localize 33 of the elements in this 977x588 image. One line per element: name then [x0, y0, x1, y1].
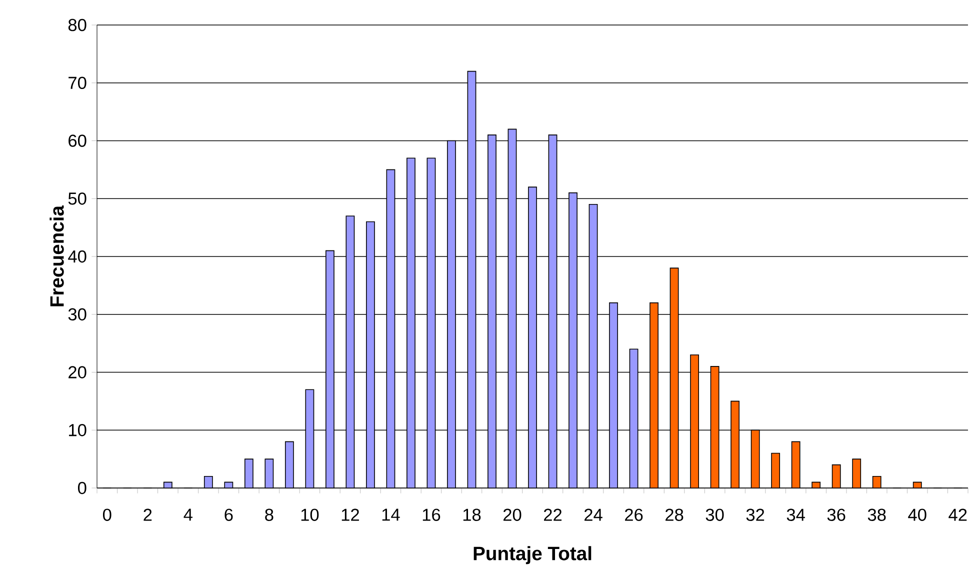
y-tick-label: 70 [68, 76, 86, 90]
x-tick-label: 34 [786, 508, 805, 521]
x-tick-label: 12 [342, 508, 359, 521]
x-tick-label: 40 [908, 508, 926, 521]
x-tick-label: 22 [544, 508, 562, 521]
x-tick-label: 24 [584, 508, 602, 521]
x-tick-label: 36 [827, 508, 846, 521]
x-tick-label: 42 [948, 508, 967, 521]
y-tick-label: 80 [68, 18, 86, 32]
x-tick-label: 26 [625, 508, 643, 521]
y-tick-label: 0 [78, 482, 86, 494]
y-tick-label: 60 [68, 134, 86, 147]
y-tick-label: 20 [68, 366, 86, 378]
x-tick-label: 10 [301, 508, 319, 521]
x-tick-label: 2 [144, 508, 152, 521]
x-tick-label: 28 [666, 508, 684, 521]
y-axis-title: Frecuencia [50, 205, 64, 306]
x-tick-label: 4 [184, 508, 192, 521]
x-tick-label: 38 [868, 508, 886, 521]
y-tick-label: 10 [69, 424, 86, 436]
x-tick-label: 14 [382, 508, 400, 521]
x-tick-label: 20 [503, 508, 522, 521]
x-tick-label: 18 [463, 508, 481, 521]
x-tick-label: 16 [422, 508, 440, 521]
x-tick-label: 30 [706, 508, 724, 521]
y-tick-label: 50 [68, 192, 86, 205]
x-tick-label: 32 [746, 508, 764, 521]
x-axis-title: Puntaje Total [474, 546, 592, 564]
x-tick-label: 6 [224, 508, 233, 521]
x-tick-label: 0 [102, 508, 112, 521]
y-tick-label: 40 [68, 250, 86, 263]
x-tick-label: 8 [265, 508, 274, 521]
y-tick-label: 30 [68, 308, 86, 320]
